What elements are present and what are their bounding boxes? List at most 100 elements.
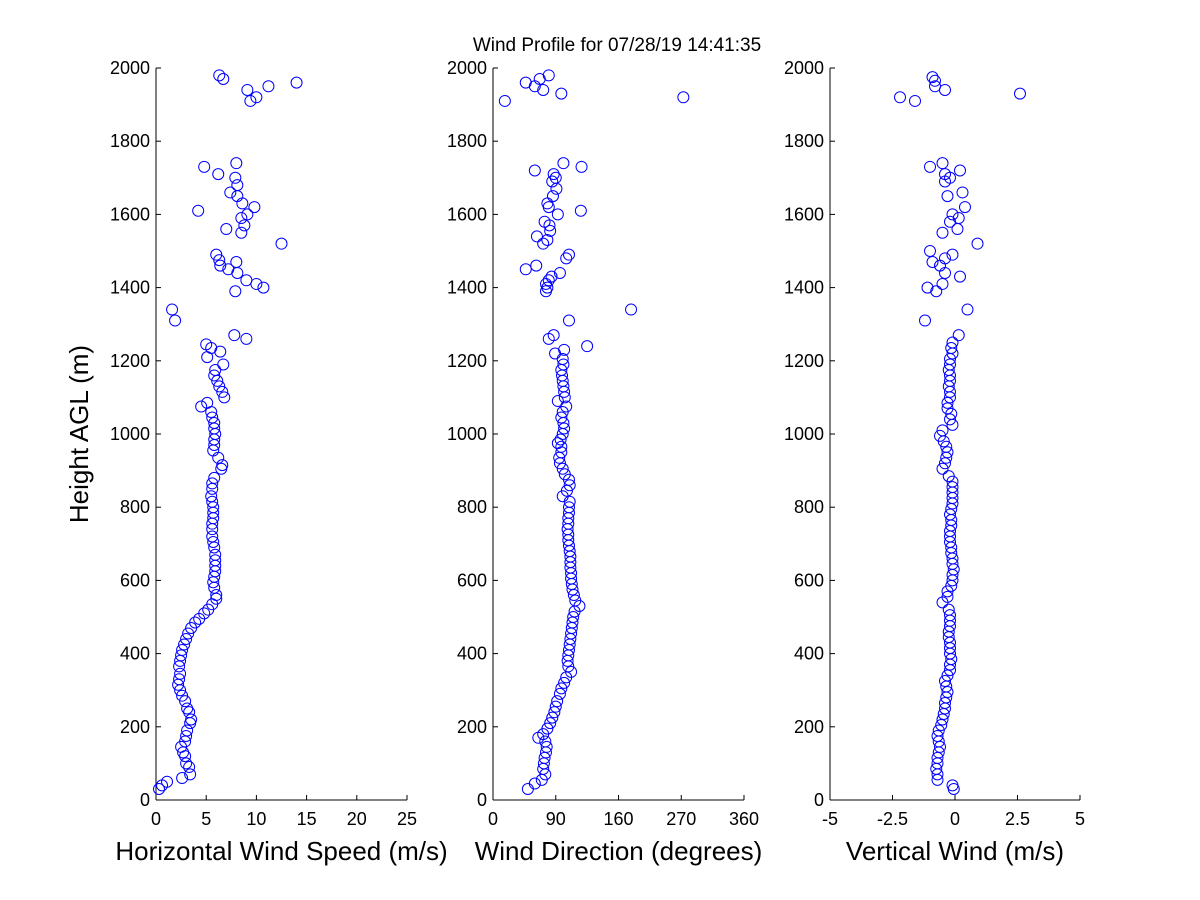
data-point (549, 700, 562, 713)
y-tick-label: 1600 (447, 204, 487, 224)
data-point (530, 230, 543, 243)
data-point (498, 94, 511, 107)
data-point (209, 548, 222, 561)
y-tick-label: 1800 (110, 131, 150, 151)
data-point (575, 160, 588, 173)
data-point (229, 171, 242, 184)
data-point (926, 71, 939, 84)
data-point (939, 83, 951, 96)
data-point (935, 718, 948, 731)
data-point (558, 422, 571, 435)
data-point (562, 248, 575, 261)
y-tick-label: 400 (794, 644, 824, 664)
data-point (217, 72, 230, 85)
data-point (946, 779, 959, 792)
data-point (545, 270, 558, 283)
data-point (557, 157, 570, 170)
data-point (930, 285, 943, 298)
data-point (556, 462, 569, 475)
x-tick-label: 160 (603, 809, 633, 829)
y-tick-label: 800 (794, 497, 824, 517)
x-tick-label: 20 (347, 809, 367, 829)
data-point (555, 87, 568, 100)
data-point (560, 252, 573, 265)
data-point (235, 226, 248, 239)
data-point (539, 735, 552, 748)
y-tick-label: 1200 (110, 351, 150, 371)
data-point (183, 761, 196, 774)
y-tick-label: 1800 (447, 131, 487, 151)
data-point (557, 358, 570, 371)
x-tick-label: 2.5 (1005, 809, 1030, 829)
data-point (946, 481, 959, 494)
y-tick-label: 800 (457, 497, 487, 517)
y-tick-label: 1600 (110, 204, 150, 224)
data-point (275, 237, 288, 250)
y-tick-label: 1000 (110, 424, 150, 444)
y-tick-label: 2000 (110, 58, 150, 78)
data-point (153, 783, 166, 796)
data-point (946, 248, 959, 261)
data-point (581, 340, 594, 353)
data-point (558, 468, 571, 481)
data-point (181, 702, 194, 715)
data-point (547, 329, 560, 342)
data-point (184, 717, 197, 730)
data-point (924, 160, 936, 173)
data-point (546, 711, 559, 724)
data-point (946, 336, 959, 349)
data-point (195, 400, 208, 413)
y-tick-label: 1400 (110, 278, 150, 298)
data-point (209, 363, 222, 376)
data-point (553, 266, 566, 279)
data-point (961, 303, 974, 316)
data-point (625, 303, 638, 316)
data-point (222, 263, 235, 276)
data-point (934, 429, 946, 442)
data-point (1014, 87, 1026, 100)
data-point (941, 669, 954, 682)
data-point (919, 314, 931, 327)
data-point (210, 248, 223, 261)
data-point (528, 164, 541, 177)
data-point (180, 632, 193, 645)
y-tick-label: 200 (457, 717, 487, 737)
x-tick-label: 5 (201, 809, 211, 829)
panel-vertical-wind: 0 200 400 600 800 1000 1200 1400 1600 1800 2000 -5 -… (784, 58, 1085, 866)
data-point (208, 369, 221, 382)
data-point (909, 94, 921, 107)
x-tick-label: -5 (822, 809, 838, 829)
data-point (936, 462, 949, 475)
data-point (546, 175, 559, 188)
data-point (551, 395, 564, 408)
panel-horizontal-wind-speed: 0 200 400 600 800 1000 1200 1400 1600 1800 2000 0 5 1… (64, 58, 448, 866)
data-point (218, 391, 231, 404)
data-point (936, 226, 949, 239)
data-point (206, 411, 219, 424)
data-point (941, 686, 954, 699)
data-point (555, 440, 568, 453)
y-tick-label: 1800 (784, 131, 824, 151)
data-point (939, 457, 951, 470)
data-point (216, 385, 229, 398)
data-point (936, 157, 949, 170)
data-point (539, 277, 552, 290)
data-point (941, 396, 954, 409)
data-point (229, 285, 242, 298)
data-point (540, 740, 553, 753)
data-point (544, 717, 557, 730)
y-tick-label: 600 (794, 570, 824, 590)
data-point (257, 281, 270, 294)
y-tick-label: 1400 (447, 278, 487, 298)
data-point (180, 757, 193, 770)
data-point (208, 471, 221, 484)
x-tick-label: 360 (729, 809, 759, 829)
data-point (228, 329, 241, 342)
data-point (941, 590, 954, 603)
data-point (562, 501, 575, 514)
data-point (939, 697, 951, 710)
data-point (185, 713, 198, 726)
figure-title: Wind Profile for 07/28/19 14:41:35 (473, 35, 761, 56)
data-point (176, 643, 189, 656)
data-point (236, 197, 249, 210)
